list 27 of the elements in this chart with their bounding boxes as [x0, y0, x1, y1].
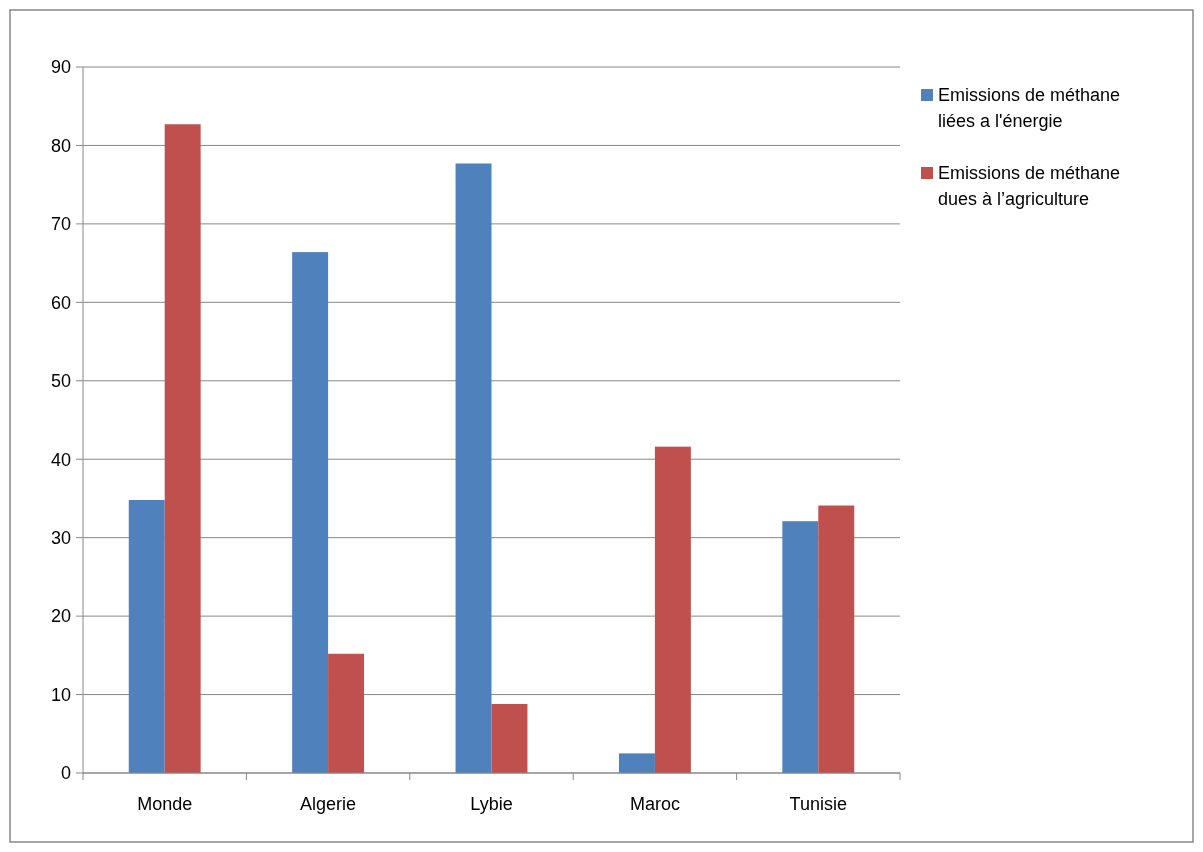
x-tick-label: Monde — [137, 794, 193, 814]
bar — [292, 252, 329, 773]
x-tick-label: Lybie — [470, 794, 513, 814]
x-tick-label: Tunisie — [789, 794, 847, 814]
y-tick-label: 10 — [50, 684, 71, 705]
bar — [818, 505, 855, 773]
bar — [618, 753, 655, 773]
bar — [128, 500, 165, 773]
y-tick-label: 40 — [50, 449, 71, 470]
bar — [782, 521, 819, 773]
x-tick-label: Algerie — [300, 794, 357, 814]
bar — [455, 163, 492, 773]
bar — [328, 653, 365, 773]
y-tick-label: 0 — [60, 763, 71, 784]
y-tick-label: 70 — [50, 214, 71, 235]
bar — [654, 446, 691, 773]
y-tick-label: 90 — [50, 57, 71, 78]
y-tick-label: 20 — [50, 606, 71, 627]
bar — [164, 124, 201, 773]
x-tick-label: Maroc — [629, 794, 680, 814]
legend-label: Emissions de méthane dues à l’agriculture — [938, 163, 1121, 210]
y-tick-label: 80 — [50, 135, 71, 156]
y-tick-label: 30 — [50, 527, 71, 548]
bar — [491, 703, 528, 773]
y-tick-label: 50 — [50, 371, 71, 392]
legend-label: Emissions de méthane liées a l'énergie — [938, 85, 1121, 132]
y-tick-label: 60 — [50, 292, 71, 313]
